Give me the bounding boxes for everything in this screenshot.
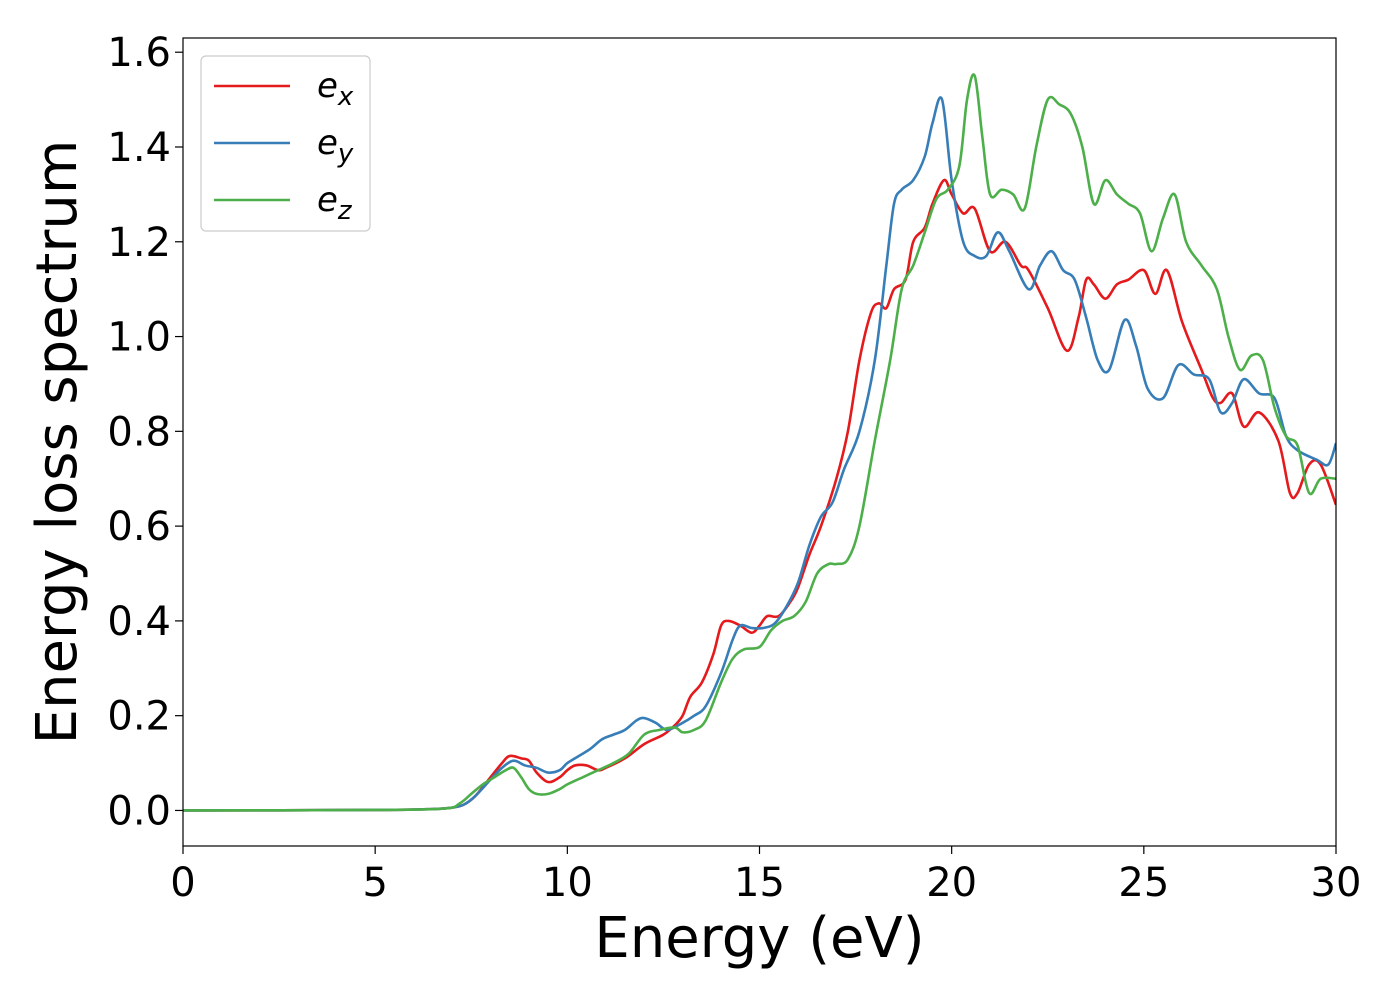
series-line-ez bbox=[183, 73, 1336, 812]
x-tick-label: 20 bbox=[926, 860, 977, 906]
y-tick-label: 0.6 bbox=[107, 504, 171, 550]
y-axis: 0.0 0.2 0.4 0.6 0.8 1.0 1.2 1.4 1.6 bbox=[107, 30, 183, 834]
y-tick-label: 1.2 bbox=[107, 220, 171, 266]
y-tick-label: 1.4 bbox=[107, 125, 171, 171]
x-tick-label: 5 bbox=[362, 860, 387, 906]
x-tick-label: 0 bbox=[170, 860, 195, 906]
y-tick-label: 0.2 bbox=[107, 694, 171, 740]
x-tick-label: 15 bbox=[734, 860, 785, 906]
y-axis-label: Energy loss spectrum bbox=[25, 140, 90, 745]
series-layer bbox=[183, 73, 1336, 812]
legend-label-ey: ey bbox=[317, 123, 354, 169]
y-tick-label: 1.6 bbox=[107, 30, 171, 76]
y-tick-label: 0.4 bbox=[107, 599, 171, 645]
legend-label-ez: ez bbox=[317, 180, 353, 226]
legend: ex ey ez bbox=[200, 55, 371, 232]
legend-label-ex: ex bbox=[317, 66, 354, 112]
x-tick-label: 10 bbox=[542, 860, 593, 906]
series-line-ey bbox=[183, 96, 1336, 812]
x-tick-label: 25 bbox=[1118, 860, 1169, 906]
y-tick-label: 0.0 bbox=[107, 788, 171, 834]
x-axis: 0 5 10 15 20 25 30 bbox=[170, 846, 1361, 906]
series-line-ex bbox=[183, 178, 1336, 812]
x-tick-label: 30 bbox=[1311, 860, 1362, 906]
x-axis-label: Energy (eV) bbox=[594, 906, 924, 971]
y-tick-label: 0.8 bbox=[107, 409, 171, 455]
y-tick-label: 1.0 bbox=[107, 315, 171, 361]
